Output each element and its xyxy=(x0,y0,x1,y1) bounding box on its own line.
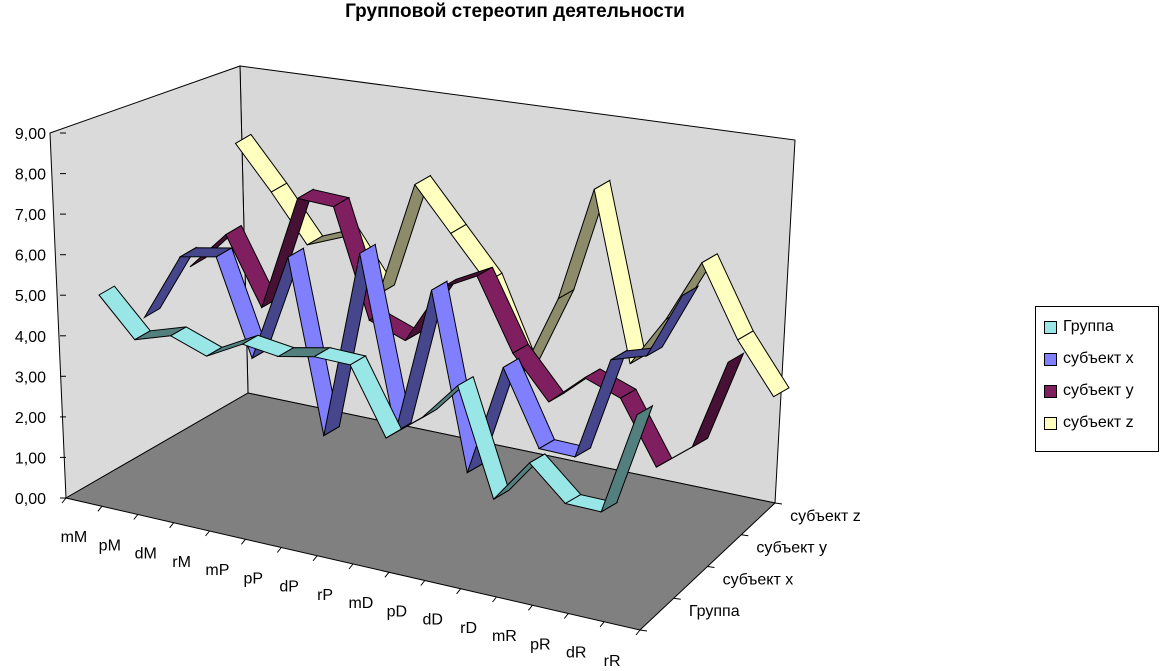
legend-label: субъект y xyxy=(1063,382,1134,399)
depth-label-0: Группа xyxy=(689,603,740,620)
legend-item: субъект z xyxy=(1044,413,1134,433)
x-tick-0 xyxy=(61,497,67,504)
x-tick-label-1: pM xyxy=(99,537,121,554)
series-0-ribbon xyxy=(98,285,654,513)
x-tick-3 xyxy=(169,522,174,529)
y-tick-label-0: 0,00 xyxy=(15,491,46,508)
x-tick-label-0: mM xyxy=(61,529,88,546)
x-tick-15 xyxy=(599,621,605,628)
depth-tick-3 xyxy=(741,534,749,537)
x-tick-10 xyxy=(420,580,426,586)
series-0-segment-14 xyxy=(600,404,654,513)
x-tick-label-5: pP xyxy=(244,570,264,587)
x-tick-13 xyxy=(528,604,533,611)
x-tick-4 xyxy=(205,530,210,537)
depth-label-3: субъект z xyxy=(790,508,861,525)
x-tick-label-6: dP xyxy=(279,579,299,596)
x-tick-label-7: rP xyxy=(317,587,333,604)
depth-label-1: субъект x xyxy=(723,571,794,588)
depth-tick-0 xyxy=(639,629,648,632)
y-tick-label-9: 9,00 xyxy=(15,126,46,143)
depth-tick-2 xyxy=(707,566,715,568)
legend-item: субъект y xyxy=(1044,381,1134,401)
x-tick-1 xyxy=(97,505,103,512)
x-tick-label-2: dM xyxy=(135,546,157,563)
x-tick-label-11: rD xyxy=(460,620,477,637)
legend-swatch xyxy=(1044,416,1057,430)
x-tick-label-10: dD xyxy=(422,612,442,629)
legend-label: субъект z xyxy=(1063,414,1134,431)
depth-label-2: субъект y xyxy=(756,540,827,557)
y-tick-label-4: 4,00 xyxy=(15,329,46,346)
y-tick-label-7: 7,00 xyxy=(15,207,46,224)
x-tick-label-14: dR xyxy=(566,645,586,662)
x-tick-label-15: rR xyxy=(604,653,621,670)
depth-tick-4 xyxy=(774,502,783,505)
y-tick-label-1: 1,00 xyxy=(15,450,46,467)
x-tick-label-4: mP xyxy=(205,562,229,579)
chart-title: Групповой стереотип деятельности xyxy=(345,1,685,22)
x-tick-label-9: pD xyxy=(387,603,407,620)
x-tick-16 xyxy=(635,629,641,636)
y-tick-label-8: 8,00 xyxy=(15,167,46,184)
x-tick-2 xyxy=(133,514,139,520)
y-tick-label-5: 5,00 xyxy=(15,288,46,305)
y-tick-label-3: 3,00 xyxy=(15,369,46,386)
x-tick-5 xyxy=(241,538,246,545)
x-tick-9 xyxy=(384,571,390,578)
legend-swatch xyxy=(1044,384,1057,398)
legend-item: Группа xyxy=(1044,317,1114,337)
y-tick-label-6: 6,00 xyxy=(15,248,46,265)
legend-swatch xyxy=(1044,320,1057,334)
x-tick-label-8: mD xyxy=(348,595,373,612)
axis-layer: 0,00 1,00 2,00 3,00 4,00 5,00 6,00 7,00 8,00 9,00… xyxy=(15,126,861,670)
series-2-segment-14 xyxy=(691,352,745,449)
x-tick-14 xyxy=(563,613,569,619)
x-tick-label-12: mR xyxy=(492,628,517,645)
x-tick-6 xyxy=(276,547,282,553)
legend: Группа субъект x субъект y субъект z xyxy=(1035,306,1159,452)
x-tick-7 xyxy=(312,555,318,562)
y-tick-label-2: 2,00 xyxy=(15,410,46,427)
x-tick-label-13: pR xyxy=(530,636,550,653)
legend-item: субъект x xyxy=(1044,349,1134,369)
series-1-ribbon xyxy=(143,243,700,474)
legend-label: субъект x xyxy=(1063,350,1134,367)
series-3-segment-14 xyxy=(736,330,790,398)
legend-swatch xyxy=(1044,352,1057,366)
series-1-segment-14 xyxy=(645,285,700,358)
x-tick-label-3: rM xyxy=(172,554,191,571)
x-tick-12 xyxy=(492,596,497,603)
x-tick-11 xyxy=(456,588,461,595)
x-tick-8 xyxy=(348,563,354,570)
series-layer xyxy=(98,133,790,513)
depth-tick-1 xyxy=(673,597,681,600)
legend-label: Группа xyxy=(1063,318,1114,335)
